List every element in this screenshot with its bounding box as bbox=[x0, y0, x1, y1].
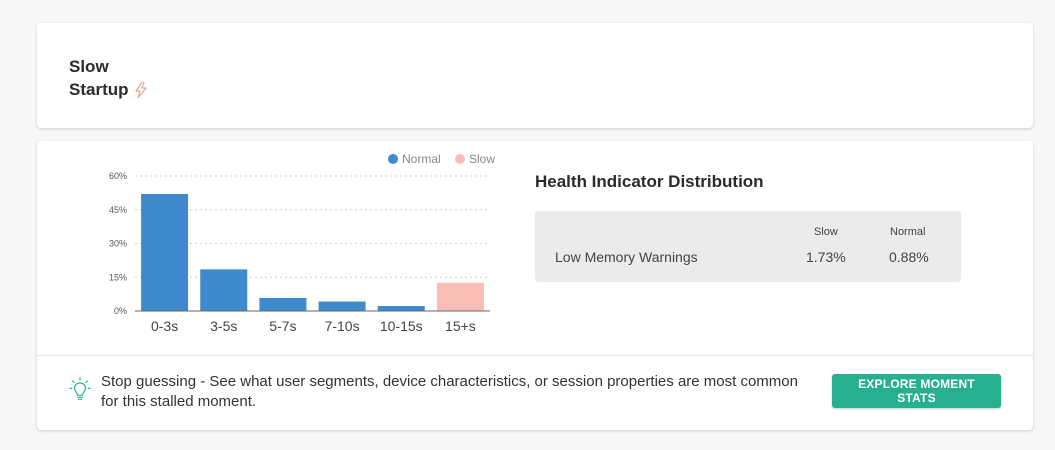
bar-chart-svg: 0% 15% 30% 45% 60% 0-3s 3-5s 5-7s 7-10s 10-15s 15+… bbox=[109, 152, 495, 334]
lightbulb-icon bbox=[69, 377, 91, 408]
y-tick-label: 60% bbox=[109, 171, 127, 181]
health-indicator-table: Slow Normal Low Memory Warnings 1.73% 0.… bbox=[535, 211, 961, 282]
x-tick-label: 5-7s bbox=[269, 318, 296, 334]
bar-0-3s bbox=[141, 194, 189, 311]
tip-message: Stop guessing - See what user segments, … bbox=[101, 373, 798, 410]
x-tick-label: 0-3s bbox=[151, 318, 178, 334]
page-title: Slow Startup bbox=[69, 55, 147, 104]
x-tick-label: 3-5s bbox=[210, 318, 237, 334]
bar-5-7s bbox=[259, 297, 307, 311]
x-tick-label: 15+s bbox=[445, 318, 476, 334]
y-tick-label: 0% bbox=[114, 306, 127, 316]
legend-marker-slow bbox=[455, 154, 465, 164]
moment-header-card: Slow Startup bbox=[37, 23, 1033, 128]
metric-slow-value: 1.73% bbox=[806, 249, 846, 265]
bar-7-10s bbox=[318, 301, 366, 311]
y-tick-label: 15% bbox=[109, 272, 127, 282]
bar-3-5s bbox=[200, 269, 248, 311]
explore-moment-stats-button[interactable]: EXPLORE MOMENT STATS bbox=[832, 374, 1001, 408]
title-line-2: Startup bbox=[69, 80, 129, 99]
title-line-1: Slow bbox=[69, 57, 109, 76]
column-header-normal: Normal bbox=[890, 226, 926, 238]
metric-row-label: Low Memory Warnings bbox=[555, 249, 698, 265]
metric-normal-value: 0.88% bbox=[889, 249, 929, 265]
health-indicator-title: Health Indicator Distribution bbox=[535, 172, 764, 191]
x-tick-label: 7-10s bbox=[325, 318, 360, 334]
legend-label-slow: Slow bbox=[469, 152, 495, 166]
lightning-icon bbox=[134, 81, 147, 104]
y-tick-label: 30% bbox=[109, 239, 127, 249]
legend-label-normal: Normal bbox=[402, 152, 441, 166]
startup-time-chart: 0% 15% 30% 45% 60% 0-3s 3-5s 5-7s 7-10s 10-15s 15+… bbox=[37, 141, 517, 351]
column-header-slow: Slow bbox=[814, 226, 838, 238]
y-tick-label: 45% bbox=[109, 205, 127, 215]
x-tick-label: 10-15s bbox=[380, 318, 423, 334]
distribution-card: 0% 15% 30% 45% 60% 0-3s 3-5s 5-7s 7-10s 10-15s 15+… bbox=[37, 141, 1033, 430]
card-divider bbox=[37, 355, 1033, 356]
bar-10-15s bbox=[377, 306, 425, 311]
bar-15+s bbox=[436, 282, 484, 311]
legend-marker-normal bbox=[388, 154, 398, 164]
